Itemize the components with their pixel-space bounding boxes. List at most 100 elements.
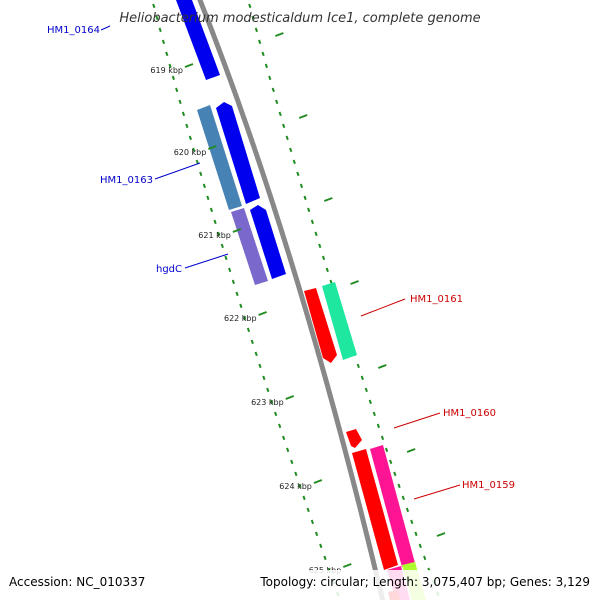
ring-dot [292, 159, 296, 165]
ring-dot [314, 531, 319, 537]
ring-dot [376, 423, 381, 429]
ring-dot [158, 27, 162, 33]
tick-label: 623 kbp [251, 398, 284, 407]
ring-dot [364, 387, 368, 393]
genome-backbone [195, 0, 388, 600]
gene-hm1-0161-red[interactable] [304, 288, 337, 363]
ring-dot [250, 339, 254, 345]
ring-dot [266, 387, 270, 393]
ring-dot [397, 483, 401, 489]
leader-hm1-0159 [413, 484, 461, 500]
ring-dot [307, 207, 311, 213]
tick-mark-inner [342, 563, 352, 568]
ring-dot [152, 3, 156, 9]
gene-hm1-0161-green[interactable] [322, 282, 357, 360]
ring-dot [290, 459, 294, 465]
ring-dot [246, 327, 251, 333]
tick-mark-outer [406, 448, 416, 453]
ring-dot [195, 159, 199, 165]
gene-hm1-0164-arrow[interactable] [176, 0, 220, 80]
ring-dot [178, 99, 182, 105]
ring-dot [285, 135, 289, 141]
ring-dot [296, 171, 300, 177]
tick-label: 619 kbp [150, 66, 183, 75]
gene-hm1-0159-red[interactable] [352, 449, 398, 570]
ring-dot [228, 267, 232, 273]
ring-dot [294, 471, 298, 477]
ring-dot [206, 195, 210, 201]
ring-dot [261, 51, 265, 57]
ring-dot [310, 219, 315, 225]
tick-mark-inner [207, 145, 217, 150]
ring-dot [268, 75, 272, 81]
tick-mark-outer [275, 32, 284, 37]
gene-label-hm1-0164[interactable]: HM1_0164 [47, 25, 100, 36]
leader-hm1-0160 [393, 412, 441, 429]
ring-dot [258, 39, 262, 45]
ring-dot [323, 555, 327, 561]
ring-dot [414, 531, 418, 537]
ring-dot [360, 375, 364, 381]
tick-mark-inner [313, 479, 323, 484]
ring-dot [275, 99, 279, 105]
ring-dot [380, 435, 385, 441]
ring-dot [231, 279, 236, 285]
ring-dot [264, 63, 269, 69]
ring-dot [393, 471, 397, 477]
ring-dot [168, 63, 172, 69]
ring-dot [155, 15, 159, 21]
gene-hm1-0160-red[interactable] [346, 429, 362, 448]
ring-dot [224, 255, 228, 261]
gene-label-hm1-0161[interactable]: HM1_0161 [410, 294, 463, 305]
gene-label-hm1-0163[interactable]: HM1_0163 [100, 175, 153, 186]
ring-dot [282, 435, 286, 441]
tick-label: 620 kbp [174, 148, 207, 157]
ring-dot [418, 543, 422, 549]
ring-dot [165, 51, 169, 57]
ring-dot [243, 315, 247, 321]
gene-hm1-0163-steel[interactable] [197, 105, 242, 210]
ring-dot [209, 207, 214, 213]
ring-dot [254, 27, 259, 33]
tick-mark-outer [350, 280, 359, 285]
leader-hm1-0164 [100, 25, 111, 31]
ring-dot [274, 411, 278, 417]
ring-dot [258, 363, 262, 369]
ring-dot [325, 267, 329, 273]
ring-dot [405, 507, 410, 513]
ring-dot [401, 495, 405, 501]
leader-hm1-0161 [360, 298, 406, 317]
tick-label: 622 kbp [224, 314, 257, 323]
gene-label-hm1-0159[interactable]: HM1_0159 [462, 480, 515, 491]
gene-label-hm1-0160[interactable]: HM1_0160 [443, 408, 496, 419]
ring-dot [389, 459, 393, 465]
ring-dot [372, 411, 376, 417]
tick-mark-inner [258, 311, 267, 316]
ring-dot [286, 447, 290, 453]
tick-marks: 619 kbp 620 kbp 621 kbp 622 kbp 623 kbp 624 k… [150, 32, 446, 575]
gene-hgdc-purple[interactable] [231, 208, 268, 285]
ring-dot [262, 375, 266, 381]
leader-hm1-0163 [154, 162, 201, 180]
gene-hm1-0159-pink[interactable] [370, 445, 415, 567]
ring-dot [271, 87, 275, 93]
gene-label-hgdc[interactable]: hgdC [156, 264, 182, 275]
tick-label: 621 kbp [198, 231, 231, 240]
tick-mark-outer [436, 532, 446, 537]
tick-label: 624 kbp [279, 482, 312, 491]
ring-dot [270, 399, 274, 405]
leader-hgdc [184, 253, 229, 269]
ring-dot [423, 555, 427, 561]
gene-hm1-0163-arrow[interactable] [216, 102, 260, 204]
ring-dot [318, 243, 322, 249]
ring-dot [188, 135, 193, 141]
ring-dot [213, 219, 217, 225]
ring-dot [235, 291, 239, 297]
ring-dot [319, 543, 323, 549]
tick-mark-inner [285, 395, 295, 400]
gene-hgdc-arrow[interactable] [250, 205, 286, 279]
ring-dot [248, 3, 252, 9]
ring-dot [202, 183, 207, 189]
ring-dot [303, 195, 307, 201]
